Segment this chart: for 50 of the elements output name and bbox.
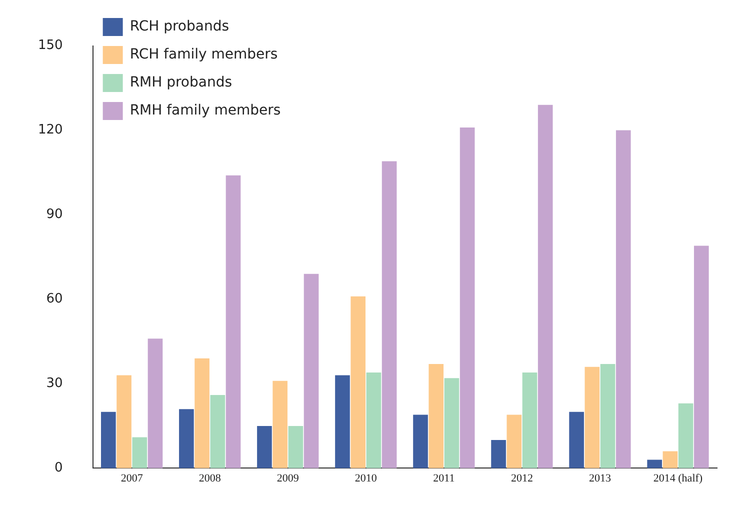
x-tick-label: 2014 (half) bbox=[653, 472, 703, 485]
x-tick-label: 2011 bbox=[433, 472, 455, 485]
x-tick-label: 2009 bbox=[276, 472, 300, 485]
y-tick-label: 0 bbox=[54, 460, 63, 476]
y-tick-label: 120 bbox=[38, 122, 63, 138]
x-tick-label: 2010 bbox=[354, 472, 378, 485]
bar bbox=[101, 412, 116, 468]
bar bbox=[444, 378, 460, 468]
bar bbox=[616, 130, 631, 468]
bar bbox=[226, 175, 241, 468]
y-tick-label: 90 bbox=[46, 207, 63, 222]
bar bbox=[506, 414, 522, 468]
bar bbox=[569, 412, 584, 468]
x-tick-label: 2007 bbox=[120, 472, 144, 485]
bar bbox=[600, 364, 616, 468]
bar bbox=[678, 403, 694, 468]
bar bbox=[179, 409, 194, 468]
x-tick-label: 2008 bbox=[198, 472, 222, 485]
x-tick-label: 2013 bbox=[588, 472, 612, 485]
bar bbox=[132, 437, 148, 468]
bar bbox=[460, 127, 475, 468]
bar bbox=[210, 394, 226, 468]
bar bbox=[382, 161, 397, 468]
legend-label: RMH family members bbox=[130, 102, 281, 119]
bar bbox=[148, 338, 163, 468]
bar bbox=[647, 460, 662, 468]
legend-label: RCH family members bbox=[130, 46, 278, 63]
legend-label: RMH probands bbox=[130, 74, 232, 91]
bar bbox=[522, 372, 538, 468]
y-tick-label: 60 bbox=[46, 292, 63, 307]
bar bbox=[335, 375, 350, 468]
legend-label: RCH probands bbox=[130, 18, 230, 35]
bar bbox=[288, 426, 304, 468]
bar bbox=[413, 414, 428, 468]
bar bbox=[662, 451, 678, 468]
bar bbox=[428, 364, 444, 468]
x-tick-label: 2012 bbox=[510, 472, 533, 485]
bar bbox=[584, 366, 600, 468]
bar bbox=[257, 426, 272, 468]
bar bbox=[116, 375, 132, 468]
bar bbox=[538, 104, 553, 468]
y-tick-label: 30 bbox=[46, 376, 63, 392]
bar bbox=[304, 274, 319, 468]
bar bbox=[491, 440, 506, 468]
bar bbox=[272, 380, 288, 468]
bar bbox=[194, 358, 210, 468]
bar bbox=[350, 296, 366, 468]
y-tick-label: 150 bbox=[38, 38, 63, 54]
bar bbox=[694, 246, 709, 468]
bar bbox=[366, 372, 382, 468]
